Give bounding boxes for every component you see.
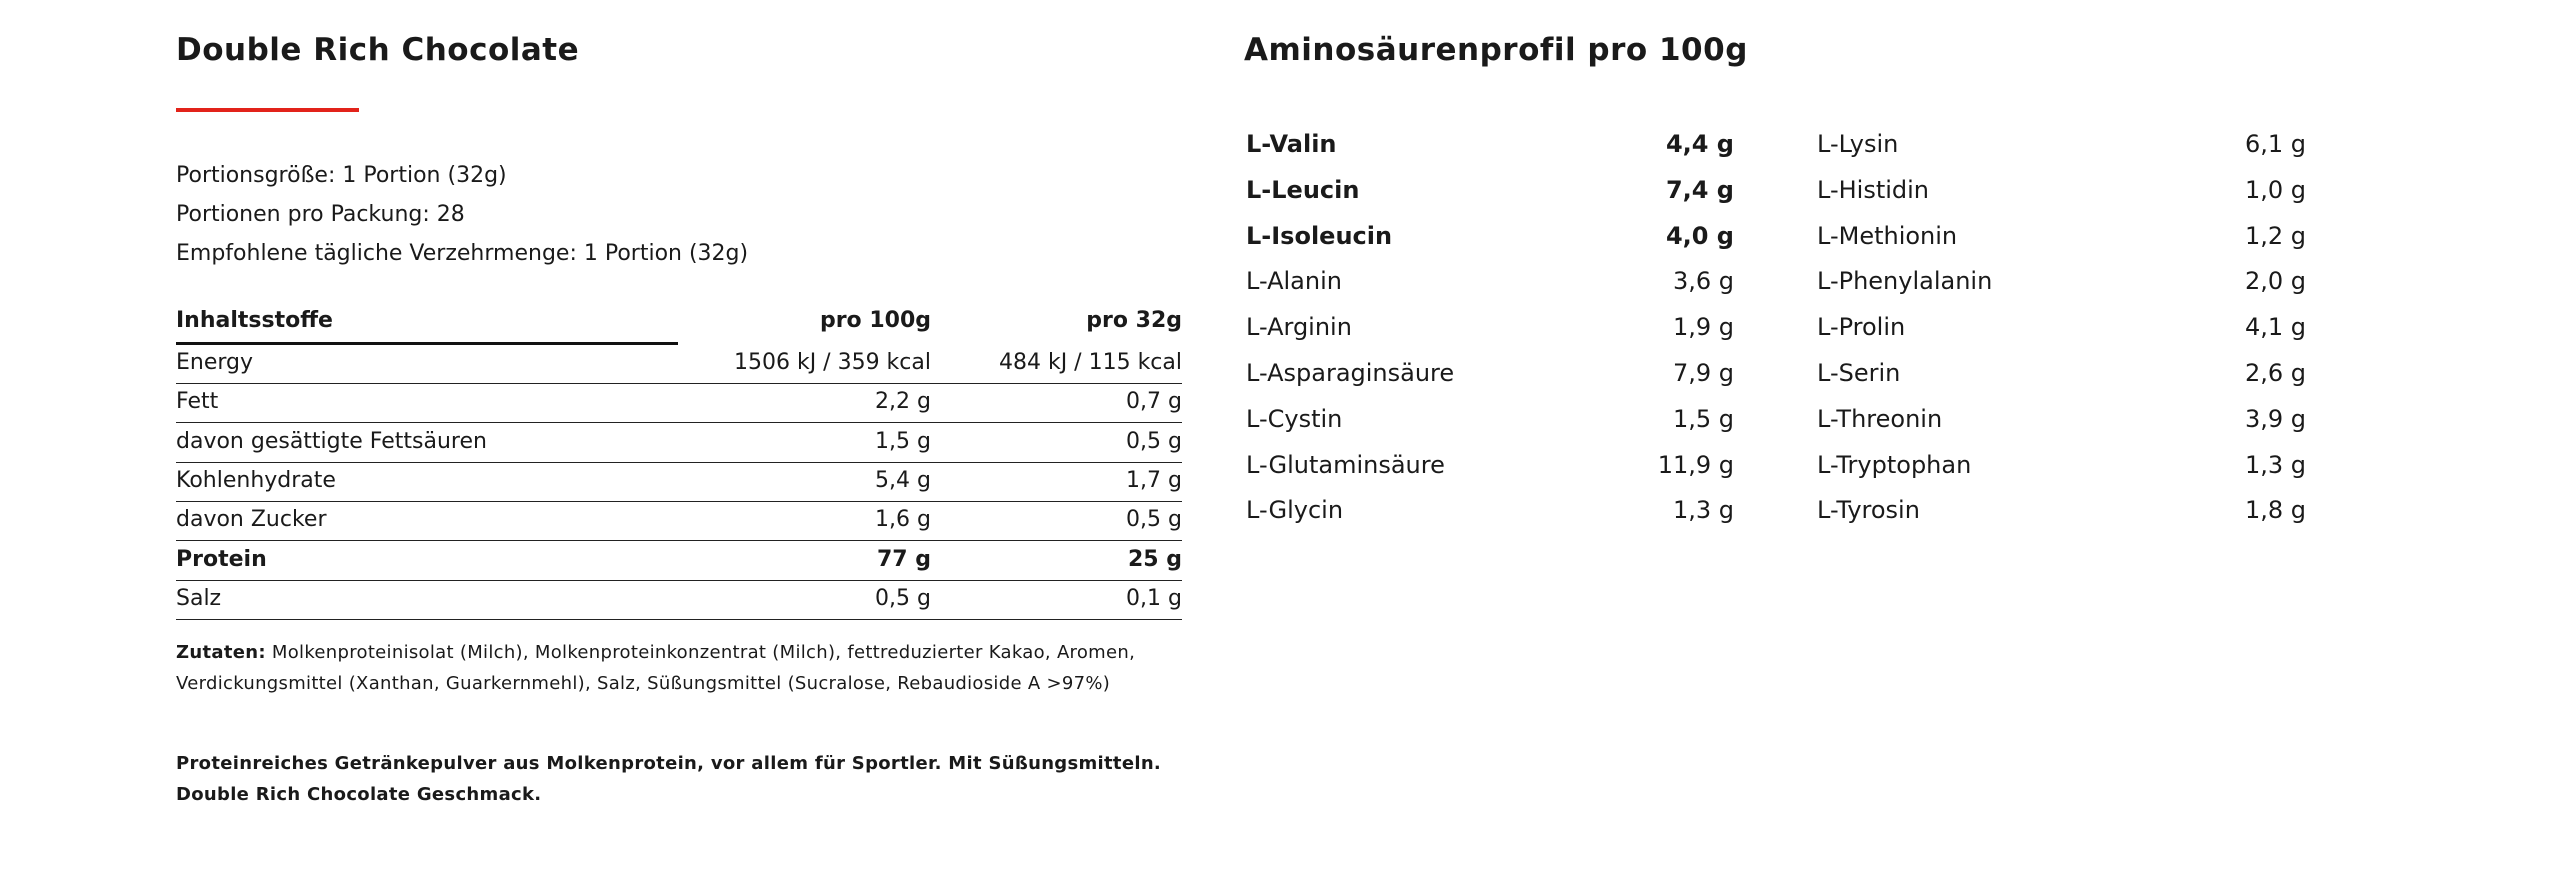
header-cell: pro 32g	[1086, 308, 1182, 333]
nutrition-title: Double Rich Chocolate	[176, 32, 580, 68]
amino-name: L-Prolin	[1817, 313, 1906, 342]
table-cell: Salz	[176, 585, 222, 611]
table-row: Energy 1506 kJ / 359 kcal 484 kJ / 115 kca…	[176, 344, 1182, 384]
table-cell: 1,5 g	[875, 428, 931, 454]
amino-name: L-Isoleucin	[1246, 221, 1393, 250]
table-cell: 0,5 g	[875, 585, 931, 611]
amino-value: 1,9 g	[1672, 313, 1734, 342]
header-cell: Inhaltsstoffe	[176, 308, 333, 333]
accent-line	[176, 108, 359, 112]
amino-name: L-Leucin	[1246, 175, 1360, 204]
amino-value: 2,0 g	[2244, 267, 2306, 296]
amino-name: L-Methionin	[1817, 221, 1958, 250]
table-cell: 0,1 g	[1126, 585, 1182, 611]
amino-name: L-Lysin	[1817, 130, 1899, 158]
table-row: Fett 2,2 g 0,7 g	[176, 383, 1182, 424]
amino-value: 6,1 g	[2244, 130, 2306, 158]
amino-value: 1,3 g	[2244, 450, 2306, 479]
table-cell: Kohlenhydrate	[176, 467, 336, 493]
table-row: davon gesättigte Fettsäuren 1,5 g 0,5 g	[176, 423, 1182, 463]
table-row: Salz 0,5 g 0,1 g	[176, 580, 1182, 620]
amino-name: L-Serin	[1817, 359, 1901, 387]
amino-name: L-Asparaginsäure	[1246, 359, 1455, 387]
header-underline	[176, 342, 678, 345]
table-cell: 484 kJ / 115 kcal	[998, 350, 1182, 375]
serving-line: Portionsgröße: 1 Portion (32g)	[176, 163, 507, 188]
amino-title: Aminosäurenprofil pro 100g	[1244, 32, 1748, 68]
amino-name: L-Cystin	[1246, 404, 1343, 433]
amino-name: L-Valin	[1246, 130, 1337, 158]
table-cell: davon Zucker	[176, 507, 327, 533]
ingredients: Zutaten: Molkenproteinisolat (Milch), Mo…	[176, 637, 1186, 699]
amino-name: L-Arginin	[1246, 313, 1352, 342]
amino-value: 2,6 g	[2244, 359, 2306, 387]
amino-value: 4,1 g	[2244, 313, 2306, 342]
table-cell: 0,7 g	[1126, 389, 1182, 415]
table-cell: 0,5 g	[1126, 507, 1182, 533]
amino-value: 7,9 g	[1672, 359, 1734, 387]
amino-value: 3,9 g	[2244, 404, 2306, 433]
amino-value: 3,6 g	[1672, 267, 1734, 296]
table-cell: Energy	[176, 350, 254, 375]
table-cell: 0,5 g	[1126, 428, 1182, 454]
serving-line: Portionen pro Packung: 28	[176, 202, 465, 227]
amino-value: 1,8 g	[2244, 496, 2306, 525]
table-cell: Fett	[176, 389, 219, 415]
description: Proteinreiches Getränkepulver aus Molken…	[176, 753, 1162, 805]
table-cell: 25 g	[1127, 546, 1182, 572]
table-cell: Protein	[176, 546, 267, 572]
table-header: Inhaltsstoffe pro 100g pro 32g	[176, 308, 1182, 345]
amino-name: L-Phenylalanin	[1817, 267, 1993, 296]
table-cell: 77 g	[876, 546, 931, 572]
amino-name: L-Alanin	[1246, 267, 1342, 296]
amino-value: 1,2 g	[2244, 221, 2306, 250]
amino-value: 4,4 g	[1665, 130, 1734, 158]
table-cell: 1,7 g	[1126, 467, 1182, 493]
table-row: Kohlenhydrate 5,4 g 1,7 g	[176, 462, 1182, 502]
amino-name: L-Histidin	[1817, 175, 1930, 204]
amino-value: 7,4 g	[1665, 175, 1734, 204]
amino-name: L-Tyrosin	[1817, 496, 1920, 525]
amino-name: L-Glycin	[1246, 496, 1344, 525]
amino-value: 4,0 g	[1665, 221, 1734, 250]
amino-value: 1,3 g	[1672, 496, 1734, 525]
amino-value: 1,5 g	[1672, 404, 1734, 433]
table-cell: davon gesättigte Fettsäuren	[176, 428, 487, 454]
amino-value: 1,0 g	[2244, 175, 2306, 204]
table-cell: 1506 kJ / 359 kcal	[733, 350, 931, 375]
amino-name: L-Threonin	[1817, 404, 1943, 433]
table-cell: 2,2 g	[875, 389, 931, 415]
table-row: Protein 77 g 25 g	[176, 541, 1182, 581]
ingredients-label: Zutaten:	[176, 642, 266, 663]
header-cell: pro 100g	[819, 308, 931, 333]
amino-name: L-Glutaminsäure	[1246, 450, 1445, 479]
table-row: davon Zucker 1,6 g 0,5 g	[176, 501, 1182, 542]
amino-name: L-Tryptophan	[1817, 450, 1972, 479]
serving-line: Empfohlene tägliche Verzehrmenge: 1 Port…	[176, 241, 749, 266]
table-cell: 1,6 g	[875, 507, 931, 533]
amino-value: 11,9 g	[1657, 450, 1734, 479]
ingredients-text: Molkenproteinisolat (Milch), Molkenprote…	[176, 642, 1136, 694]
table-cell: 5,4 g	[875, 467, 931, 493]
